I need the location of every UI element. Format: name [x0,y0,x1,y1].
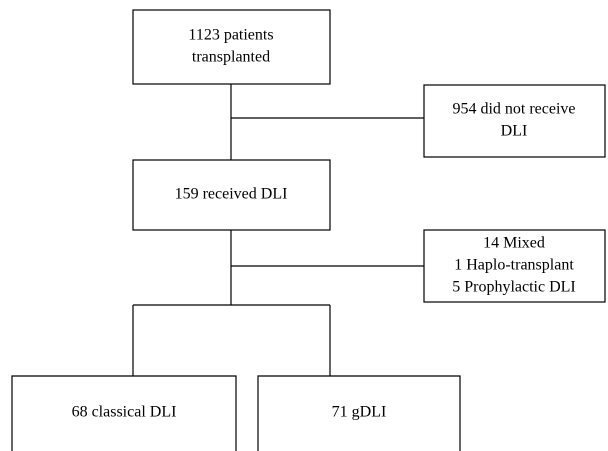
node-label: 14 Mixed [483,235,545,252]
node-label: 1 Haplo-transplant [454,257,574,274]
node-label: 71 gDLI [332,404,387,421]
node-label: 954 did not receive [452,101,575,118]
node-label: DLI [501,123,528,140]
node-label: transplanted [192,49,270,66]
box-classical-dli [11,375,237,451]
box-transplanted [132,9,331,85]
node-label: 159 received DLI [175,186,288,203]
node-label: 5 Prophylactic DLI [452,279,576,296]
box-no-dli [423,84,606,158]
node-label: 68 classical DLI [72,404,177,421]
box-gdli [257,375,461,451]
node-label: 1123 patients [188,27,273,44]
